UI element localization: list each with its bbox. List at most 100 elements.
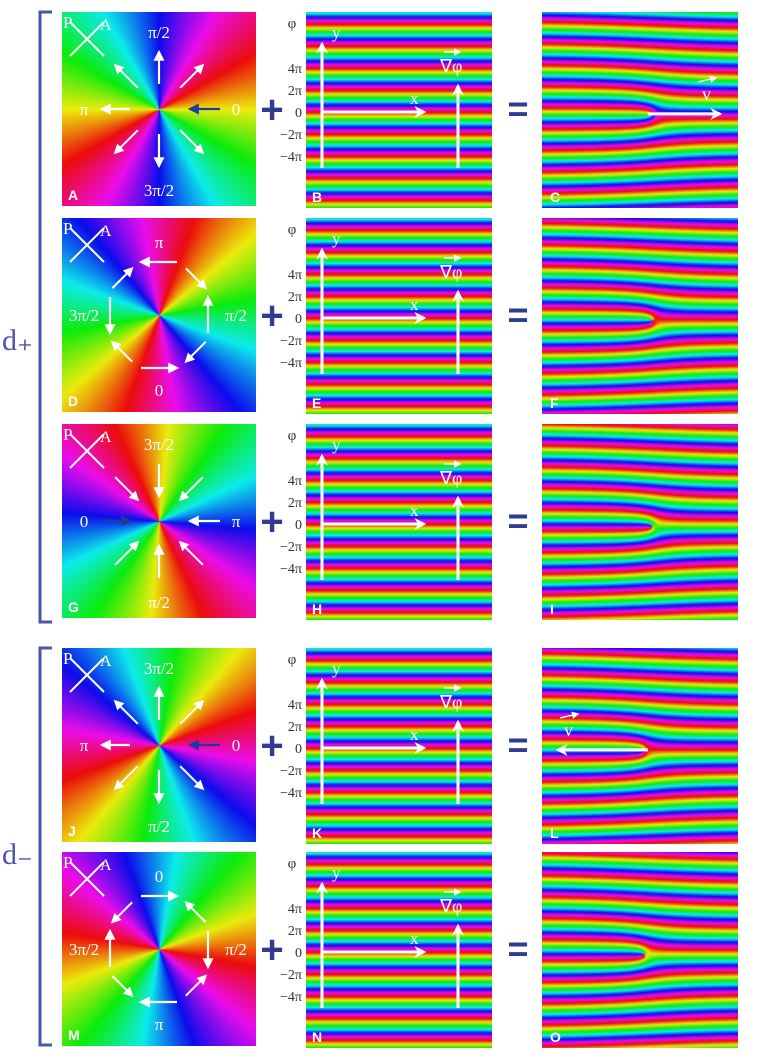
phase-label: 0 bbox=[232, 100, 241, 119]
panel-label: J bbox=[68, 823, 76, 839]
stripe-panel bbox=[306, 12, 492, 208]
director-arrow bbox=[114, 540, 140, 566]
phase-tick-label: −2π bbox=[280, 764, 302, 779]
stripe-panel bbox=[306, 218, 492, 414]
result-panel bbox=[542, 648, 738, 844]
y-axis-label: y bbox=[332, 229, 341, 248]
gradient-label: ∇φ bbox=[439, 468, 462, 488]
y-axis-label: y bbox=[332, 23, 341, 42]
panel-label: M bbox=[68, 1027, 80, 1043]
phase-label: 3π/2 bbox=[69, 940, 99, 959]
director-arrow bbox=[113, 63, 139, 89]
phase-label: 3π/2 bbox=[69, 306, 99, 325]
panel-label: C bbox=[550, 189, 560, 205]
analyzer-label: A bbox=[100, 429, 112, 446]
result-panel bbox=[542, 12, 738, 208]
director-arrow bbox=[185, 974, 208, 997]
phase-tick-label: −4π bbox=[280, 786, 302, 801]
director-arrow bbox=[113, 699, 139, 725]
phase-tick-label: −4π bbox=[280, 356, 302, 371]
x-axis-label: x bbox=[410, 89, 419, 108]
plus-operator: + bbox=[260, 88, 283, 132]
polarizer-cross-icon bbox=[69, 227, 105, 263]
panel-label: H bbox=[312, 601, 322, 617]
director-arrow bbox=[114, 476, 140, 502]
x-axis-label: x bbox=[410, 295, 419, 314]
phase-label: π/2 bbox=[148, 23, 170, 42]
phi-axis-label: φ bbox=[288, 652, 297, 668]
phase-tick-label: 4π bbox=[288, 698, 302, 713]
plus-operator: + bbox=[260, 724, 283, 768]
director-arrow bbox=[179, 129, 205, 155]
texture-panel bbox=[62, 648, 256, 842]
panel-label: A bbox=[68, 187, 78, 203]
phase-tick-label: 4π bbox=[288, 474, 302, 489]
director-arrow bbox=[178, 540, 204, 566]
phase-tick-label: −2π bbox=[280, 128, 302, 143]
texture-panel bbox=[62, 424, 256, 618]
director-arrow bbox=[110, 340, 133, 363]
phase-tick-label: 2π bbox=[288, 84, 302, 99]
polarizer-label: P bbox=[63, 13, 72, 32]
phase-tick-label: 2π bbox=[288, 720, 302, 735]
phase-label: π bbox=[232, 512, 241, 531]
phase-label: π/2 bbox=[225, 306, 247, 325]
gradient-label: ∇φ bbox=[439, 692, 462, 712]
phase-tick-label: 4π bbox=[288, 268, 302, 283]
panel-label: G bbox=[68, 599, 79, 615]
phase-tick-label: 2π bbox=[288, 924, 302, 939]
polarizer-label: P bbox=[63, 425, 72, 444]
panel-label: K bbox=[312, 825, 322, 841]
figure-row: P A 3π/2 0 π π/2 G + φ 4π 2π 0 −2π −4π y x ∇φ H = I bbox=[62, 424, 738, 620]
phase-tick-label: −4π bbox=[280, 562, 302, 577]
phase-tick-label: 0 bbox=[295, 106, 302, 121]
director-arrow bbox=[113, 765, 139, 791]
director-arrow bbox=[179, 699, 205, 725]
x-axis-label: x bbox=[410, 725, 419, 744]
phase-tick-label: 0 bbox=[295, 518, 302, 533]
phase-tick-label: 0 bbox=[295, 742, 302, 757]
phase-label: 0 bbox=[232, 736, 241, 755]
director-arrow bbox=[110, 901, 133, 924]
phase-label: 0 bbox=[155, 381, 164, 400]
phase-label: π bbox=[80, 100, 89, 119]
phase-label: π bbox=[80, 736, 89, 755]
phase-tick-label: −2π bbox=[280, 540, 302, 555]
group-bracket-d-minus: d₋ bbox=[2, 646, 52, 1047]
panel-label: N bbox=[312, 1029, 322, 1045]
x-axis-label: x bbox=[410, 501, 419, 520]
velocity-label: v bbox=[564, 720, 573, 740]
texture-panel bbox=[62, 12, 256, 206]
phase-tick-label: 2π bbox=[288, 290, 302, 305]
director-arrow bbox=[111, 975, 134, 998]
polarizer-label: P bbox=[63, 219, 72, 238]
stripe-panel bbox=[306, 852, 492, 1048]
analyzer-label: A bbox=[100, 223, 112, 240]
gradient-label: ∇φ bbox=[439, 262, 462, 282]
phase-tick-label: −4π bbox=[280, 990, 302, 1005]
director-arrow bbox=[111, 266, 134, 289]
analyzer-label: A bbox=[100, 857, 112, 874]
equals-operator: = bbox=[507, 294, 528, 335]
gradient-label: ∇φ bbox=[439, 56, 462, 76]
phase-label: 3π/2 bbox=[144, 435, 174, 454]
equals-operator: = bbox=[507, 88, 528, 129]
phi-axis-label: φ bbox=[288, 428, 297, 444]
phase-label: 0 bbox=[80, 512, 89, 531]
group-label-d-plus: d₊ bbox=[2, 324, 33, 357]
phase-tick-label: −2π bbox=[280, 968, 302, 983]
phase-label: π/2 bbox=[148, 817, 170, 836]
polarizer-cross-icon bbox=[69, 657, 105, 693]
group-label-d-minus: d₋ bbox=[2, 838, 33, 871]
phase-label: π/2 bbox=[148, 593, 170, 612]
phase-tick-label: 2π bbox=[288, 496, 302, 511]
equals-operator: = bbox=[507, 724, 528, 765]
panel-label: D bbox=[68, 393, 78, 409]
plus-operator: + bbox=[260, 928, 283, 972]
panel-label: L bbox=[550, 825, 559, 841]
figure-row: P A 3π/2 π 0 π/2 J + φ 4π 2π 0 −2π −4π y x ∇φ K = v L bbox=[62, 648, 738, 844]
phase-label: 3π/2 bbox=[144, 181, 174, 200]
phi-axis-label: φ bbox=[288, 16, 297, 32]
plus-operator: + bbox=[260, 500, 283, 544]
